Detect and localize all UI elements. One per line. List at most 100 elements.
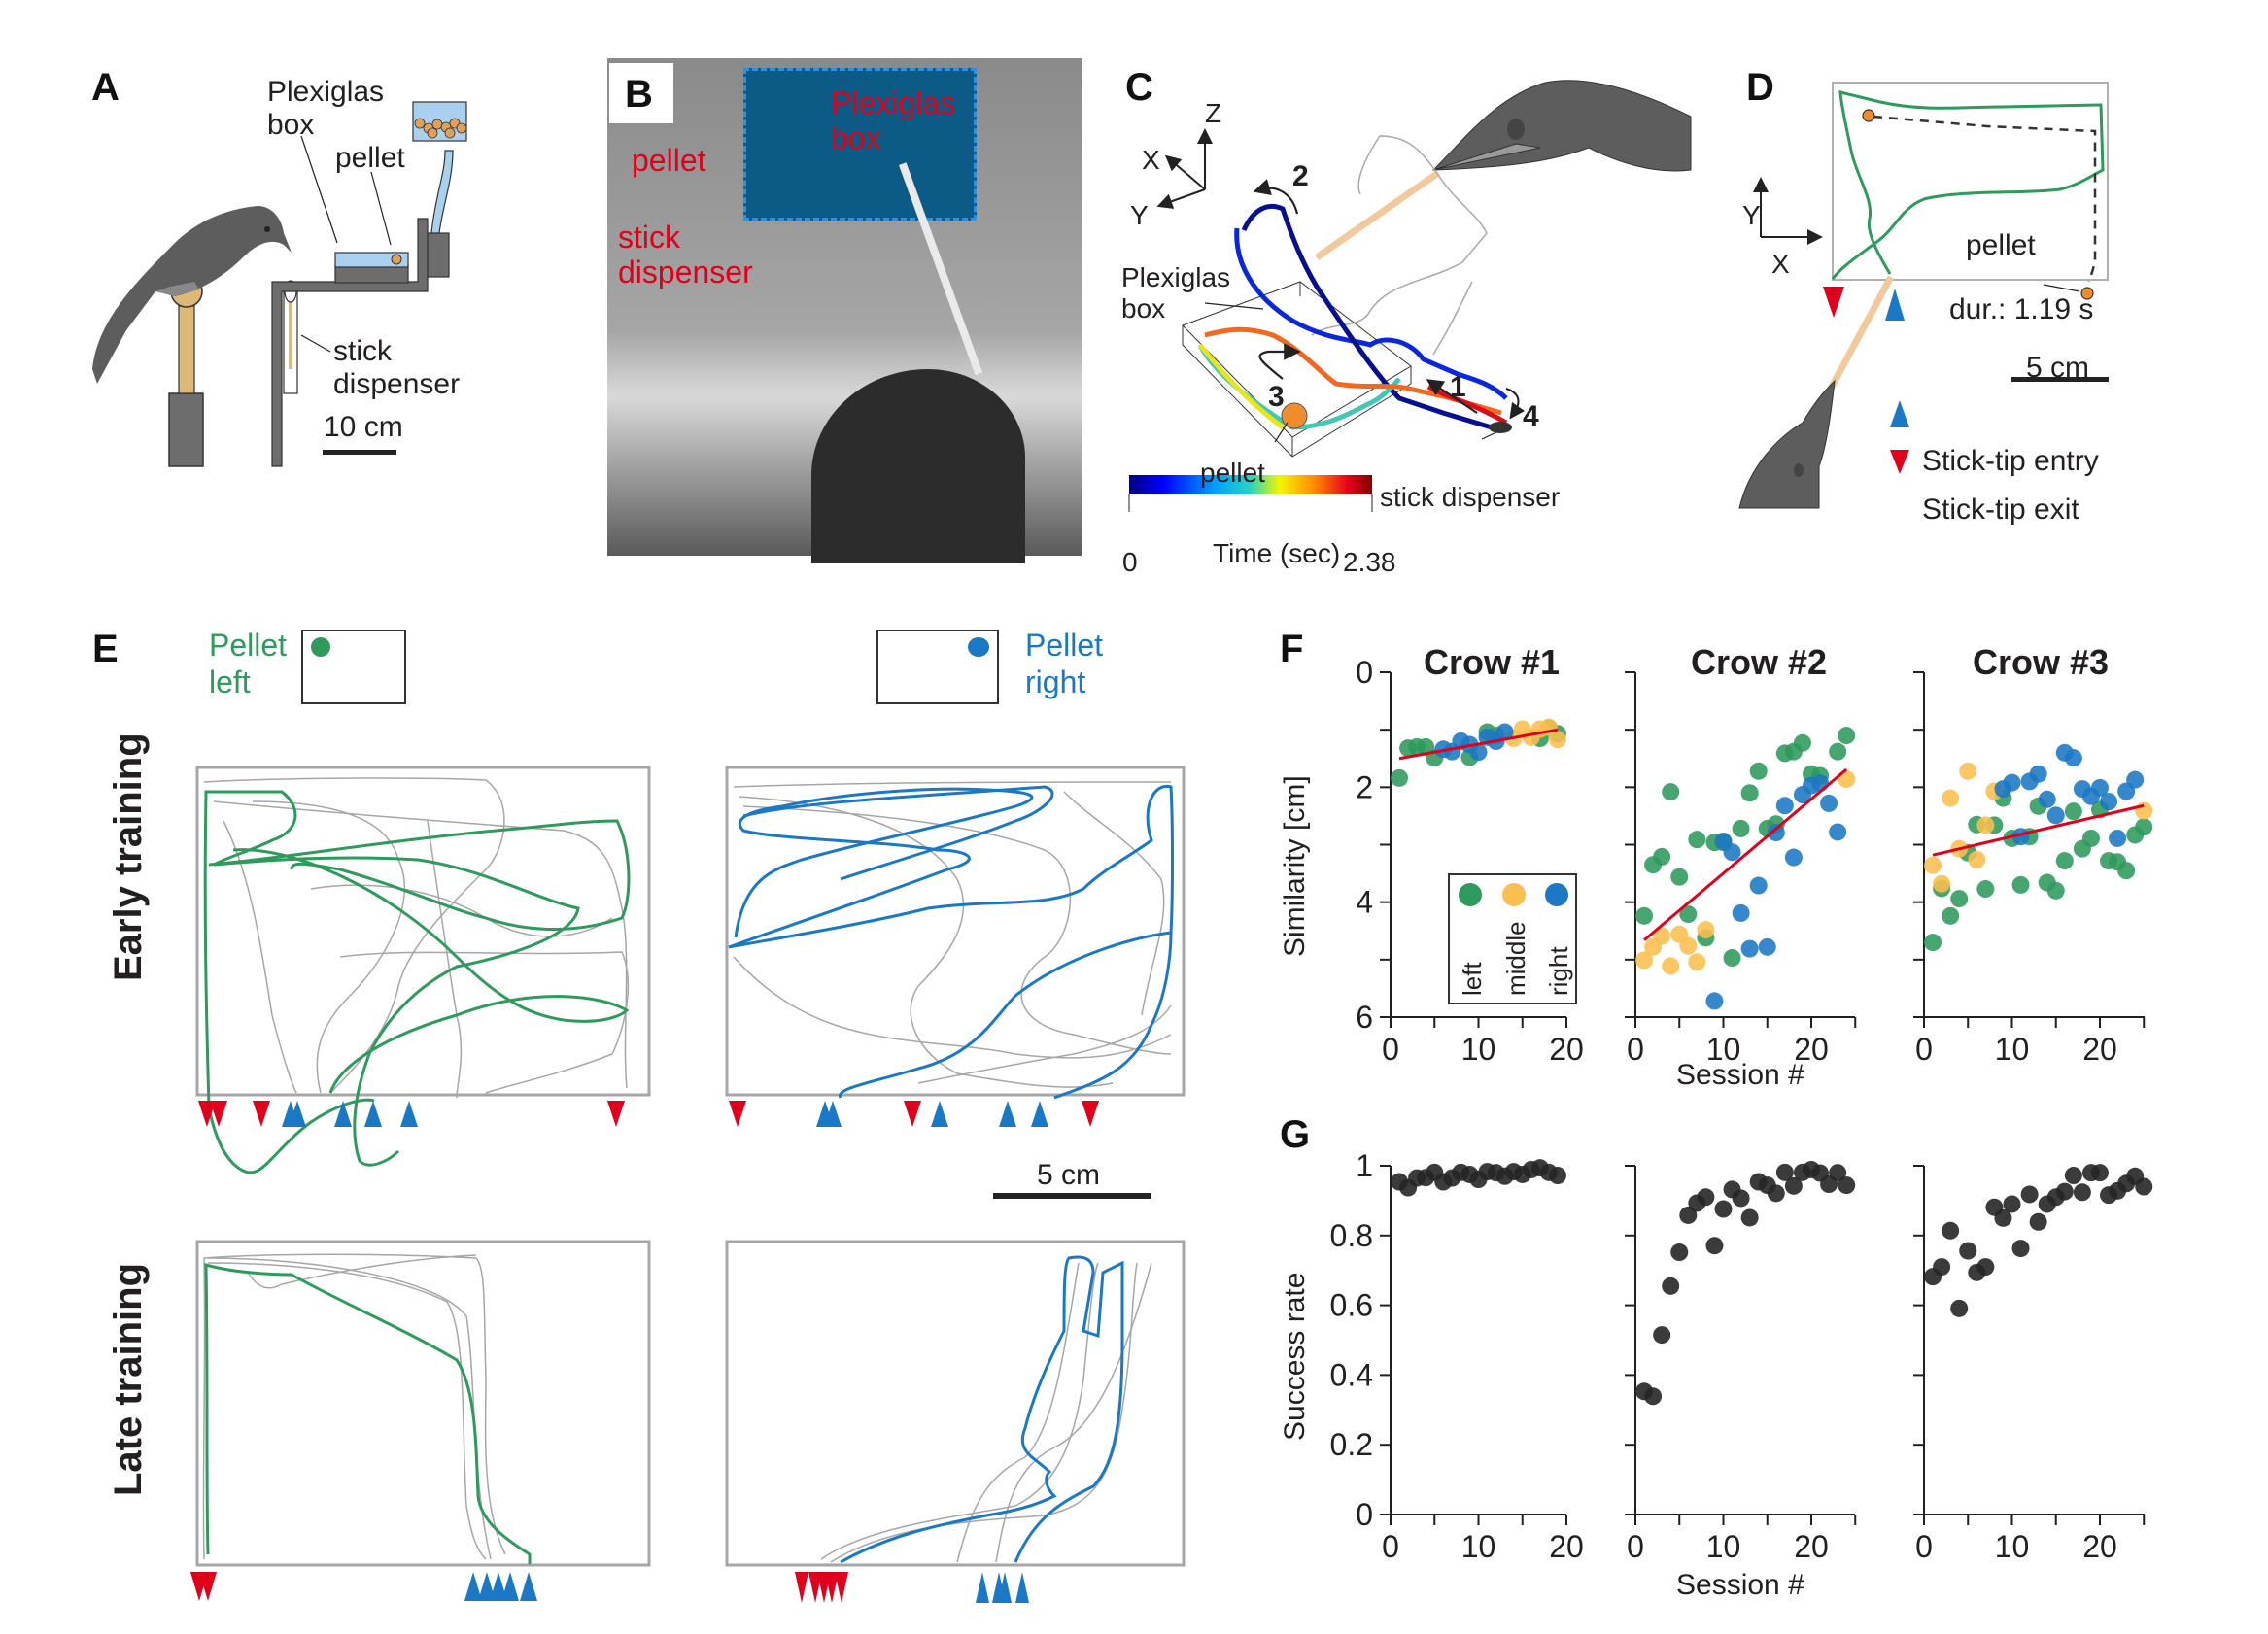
data-point-crow-2	[1662, 1277, 1680, 1295]
exit-marker	[1823, 287, 1844, 318]
x-tick-label: 10	[1706, 1032, 1741, 1067]
label-stick-dispenser-a: stick dispenser	[333, 335, 461, 400]
x-tick-label: 10	[1706, 1529, 1741, 1564]
data-point-crow-3	[2029, 1212, 2047, 1231]
early-left-trajectories	[195, 766, 651, 1174]
data-point-right	[1775, 797, 1794, 815]
panel-label-g: G	[1280, 1113, 1311, 1156]
stick	[1315, 170, 1440, 260]
scale-bar-10cm	[323, 450, 396, 455]
scale-label-d: 5 cm	[2026, 352, 2090, 384]
label-plexiglas-box: Plexiglas box	[267, 76, 385, 141]
data-point-left	[1829, 742, 1847, 761]
label-pellet-left: Pellet left	[209, 628, 288, 699]
y-tick-label: 0	[1356, 1497, 1373, 1532]
legend-box: left middle right	[1448, 873, 1577, 1004]
y-tick-label: 0	[1356, 655, 1373, 690]
photo-plexiglas-region	[743, 68, 977, 221]
x-tick-label: 20	[1794, 1529, 1829, 1564]
data-point-crow-2	[1714, 1200, 1733, 1218]
panel-label-a: A	[91, 66, 120, 109]
data-point-crow-2	[1732, 1189, 1750, 1208]
data-point-right	[1829, 823, 1847, 841]
plexiglas-box	[334, 252, 409, 268]
data-point-crow-3	[2064, 1167, 2082, 1185]
x-tick-label: 0	[1915, 1529, 1933, 1564]
label-pellet-a: pellet	[335, 142, 405, 174]
panel-label-b: B	[625, 73, 653, 116]
pellet-3d	[1281, 402, 1308, 429]
data-point-left	[1976, 880, 1995, 899]
data-point-left	[1950, 890, 1969, 908]
crow-head	[1431, 80, 1692, 172]
scale-bar-5cm	[2011, 377, 2109, 382]
legend-marker-right	[1545, 883, 1568, 906]
data-point-right	[1811, 774, 1830, 793]
duration-label: dur.: 1.19 s	[1949, 293, 2094, 325]
axis-label-x: X	[1142, 145, 1160, 175]
y-tick-label: 6	[1356, 1000, 1373, 1035]
data-point-crow-2	[1670, 1243, 1689, 1262]
panel-label-d: D	[1746, 66, 1774, 109]
stick-d	[1827, 275, 1895, 391]
data-point-right	[1723, 843, 1741, 862]
data-point-crow-3	[1950, 1299, 1969, 1317]
data-point-crow-3	[1959, 1242, 1977, 1260]
crow-silhouette	[92, 206, 292, 384]
data-point-left	[2055, 852, 2074, 870]
x-tick-label: 10	[1461, 1032, 1496, 1067]
data-point-crow-3	[1994, 1208, 2012, 1227]
step-label-1: 1	[1450, 371, 1466, 403]
data-point-middle	[1933, 874, 1951, 893]
entry-markers-early-right	[816, 1101, 1048, 1127]
perch-base	[168, 392, 204, 467]
x-tick-label: 20	[1549, 1032, 1584, 1067]
data-point-right	[1820, 794, 1838, 812]
regression-line	[1643, 767, 1848, 941]
step-label-4: 4	[1523, 400, 1539, 432]
exit-markers-early-right	[729, 1101, 1099, 1127]
legend-label-entry: Stick-tip entry	[1922, 445, 2099, 477]
data-point-left	[1942, 906, 1960, 925]
data-point-crow-2	[1775, 1163, 1794, 1181]
data-point-left	[1723, 949, 1741, 968]
data-point-left	[2064, 802, 2082, 821]
data-point-right	[2064, 749, 2082, 767]
data-point-right	[1758, 937, 1776, 956]
label-pellet-c: pellet	[1200, 458, 1265, 488]
data-point-left	[1391, 768, 1409, 787]
data-point-right	[1732, 903, 1750, 922]
x-tick-label: 0	[1627, 1032, 1644, 1067]
x-tick-label: 10	[1461, 1529, 1496, 1564]
data-point-right	[2046, 806, 2065, 825]
x-tick-label: 0	[1382, 1032, 1399, 1067]
trajectory-colored	[1234, 227, 1508, 400]
axes-xyz-icon	[1156, 128, 1213, 209]
panel-label-f: F	[1280, 628, 1304, 670]
data-point-left	[2046, 881, 2065, 900]
chart-title-crow-3: Crow #3	[1973, 642, 2110, 682]
data-point-crow-3	[2073, 1183, 2091, 1202]
data-point-right	[2003, 773, 2021, 792]
data-point-crow-2	[1740, 1208, 1759, 1227]
data-point-crow-2	[1829, 1164, 1847, 1182]
crow-head-d	[1738, 379, 1836, 509]
legend-exit-marker	[1890, 450, 1909, 474]
data-point-middle	[1968, 850, 1986, 868]
data-point-middle	[2135, 801, 2153, 820]
legend-label-exit: Stick-tip exit	[1922, 494, 2079, 526]
y-tick-label: 0.8	[1330, 1218, 1373, 1253]
data-point-crow-3	[2020, 1185, 2039, 1204]
axis-label-y: Y	[1130, 200, 1149, 230]
data-point-right	[1495, 723, 1514, 741]
stand	[271, 218, 429, 467]
data-point-right	[1784, 848, 1803, 867]
data-point-right	[1767, 824, 1785, 842]
x-tick-label: 10	[1995, 1529, 2030, 1564]
x-axis-label-session-f: Session #	[1676, 1059, 1804, 1091]
data-point-left	[1793, 733, 1811, 752]
trajectory-3d-diagram	[1128, 80, 1692, 512]
data-point-left	[2117, 862, 2136, 880]
data-point-crow-2	[1697, 1188, 1715, 1207]
